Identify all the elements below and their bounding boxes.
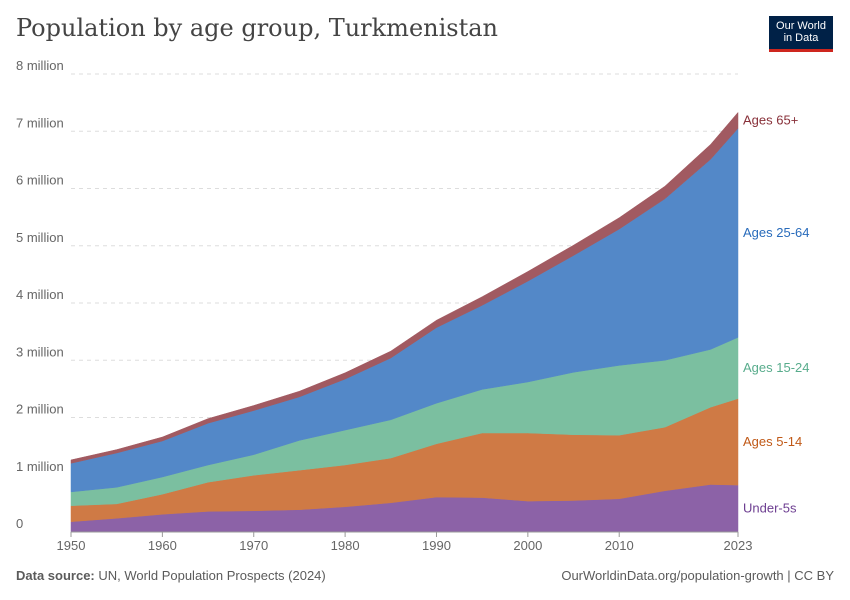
series-label: Ages 25-64	[743, 225, 810, 240]
logo-line-1: Our World	[776, 20, 826, 32]
x-tick-label: 2023	[724, 538, 753, 553]
y-tick-label: 8 million	[16, 58, 64, 73]
x-tick-label: 2010	[605, 538, 634, 553]
y-tick-label: 7 million	[16, 115, 64, 130]
axes: 0 1 million 2 million 3 million 4 million 5 m…	[16, 58, 752, 553]
y-tick-label: 5 million	[16, 230, 64, 245]
logo-line-2: in Data	[783, 32, 819, 44]
y-tick-label: 4 million	[16, 287, 64, 302]
series-label: Ages 65+	[743, 112, 798, 127]
stacked-area-chart: 0 1 million 2 million 3 million 4 million 5 m…	[16, 58, 810, 553]
area-series	[70, 111, 739, 533]
data-source-label: Data source:	[16, 568, 95, 583]
series-label: Ages 5-14	[743, 434, 802, 449]
source-link[interactable]: OurWorldinData.org/population-growth | C…	[561, 568, 834, 583]
series-label: Under-5s	[743, 501, 797, 516]
series-label: Ages 15-24	[743, 360, 810, 375]
x-tick-label: 1950	[57, 538, 86, 553]
x-tick-label: 2000	[513, 538, 542, 553]
y-tick-label: 0	[16, 516, 23, 531]
chart-title: Population by age group, Turkmenistan	[16, 14, 499, 42]
x-tick-label: 1960	[148, 538, 177, 553]
series-labels: Under-5s Ages 5-14 Ages 15-24 Ages 25-64 Age…	[743, 112, 810, 515]
data-source-text: UN, World Population Prospects (2024)	[98, 568, 326, 583]
x-tick-label: 1970	[239, 538, 268, 553]
x-tick-label: 1980	[331, 538, 360, 553]
owid-logo[interactable]: Our World in Data	[769, 16, 833, 52]
data-source: Data source: UN, World Population Prospe…	[16, 568, 326, 583]
y-tick-label: 2 million	[16, 402, 64, 417]
y-tick-label: 6 million	[16, 173, 64, 188]
y-tick-label: 3 million	[16, 344, 64, 359]
area-ages-65-	[70, 111, 739, 464]
x-tick-label: 1990	[422, 538, 451, 553]
y-tick-label: 1 million	[16, 459, 64, 474]
